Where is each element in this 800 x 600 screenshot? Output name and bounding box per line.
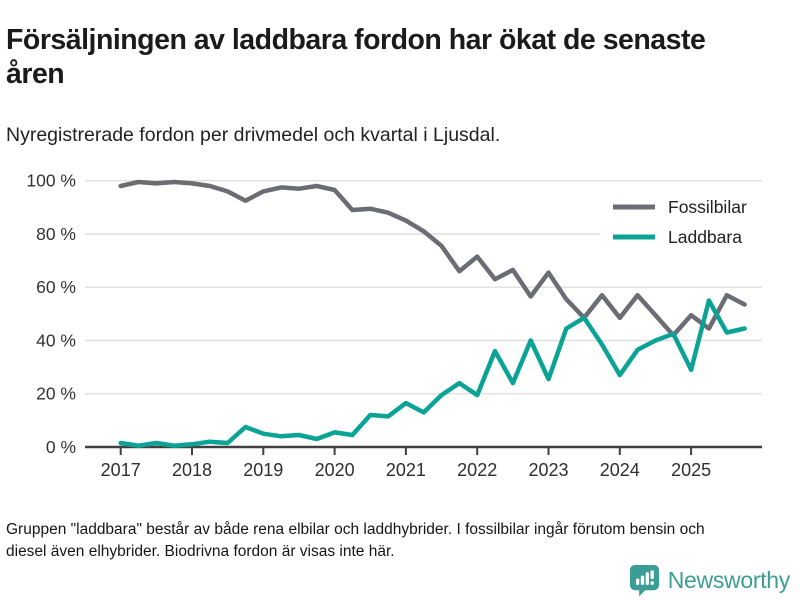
line-chart: 0 % 20 % 40 % 60 % 80 % 100 % 2017 2018 2019 2020…	[26, 171, 778, 480]
x-axis-label: 2019	[243, 460, 283, 480]
x-axis-label: 2021	[386, 460, 426, 480]
y-axis-label: 60 %	[36, 277, 76, 297]
x-axis-label: 2025	[671, 460, 711, 480]
x-axis-label: 2018	[172, 460, 212, 480]
logo-bubble	[629, 565, 659, 597]
legend-label-fossilbilar: Fossilbilar	[668, 197, 747, 217]
x-axis-label: 2024	[600, 460, 640, 480]
footnote: Gruppen "laddbara" består av både rena e…	[6, 521, 705, 560]
brand-name: Newsworthy	[667, 567, 791, 593]
logo-bar-2	[640, 575, 644, 585]
x-axis-label: 2020	[315, 460, 355, 480]
x-axis-label: 2017	[101, 460, 141, 480]
x-axis-label: 2023	[528, 460, 568, 480]
legend-label-laddbara: Laddbara	[668, 227, 742, 247]
y-axis-label: 80 %	[36, 224, 76, 244]
newsworthy-brand-link[interactable]: Newsworthy	[629, 564, 790, 597]
logo-exclamation-stem	[650, 570, 654, 580]
x-axis-label: 2022	[457, 460, 497, 480]
legend-background	[600, 188, 778, 250]
series-line-laddbara	[118, 298, 747, 448]
y-axis-label: 100 %	[26, 171, 76, 191]
newsworthy-logo-icon	[629, 565, 659, 597]
series-line-fossilbilar	[118, 179, 747, 338]
logo-exclamation-dot	[650, 581, 654, 585]
logo-bar-1	[635, 578, 640, 585]
page-title: Försäljningen av laddbara fordon har öka…	[6, 24, 706, 91]
chart-subtitle: Nyregistrerade fordon per drivmedel och …	[6, 124, 501, 146]
logo-bar-3	[645, 572, 649, 585]
y-axis-label: 40 %	[36, 331, 76, 351]
y-axis-label: 20 %	[36, 384, 76, 404]
y-axis-label: 0 %	[46, 437, 76, 457]
